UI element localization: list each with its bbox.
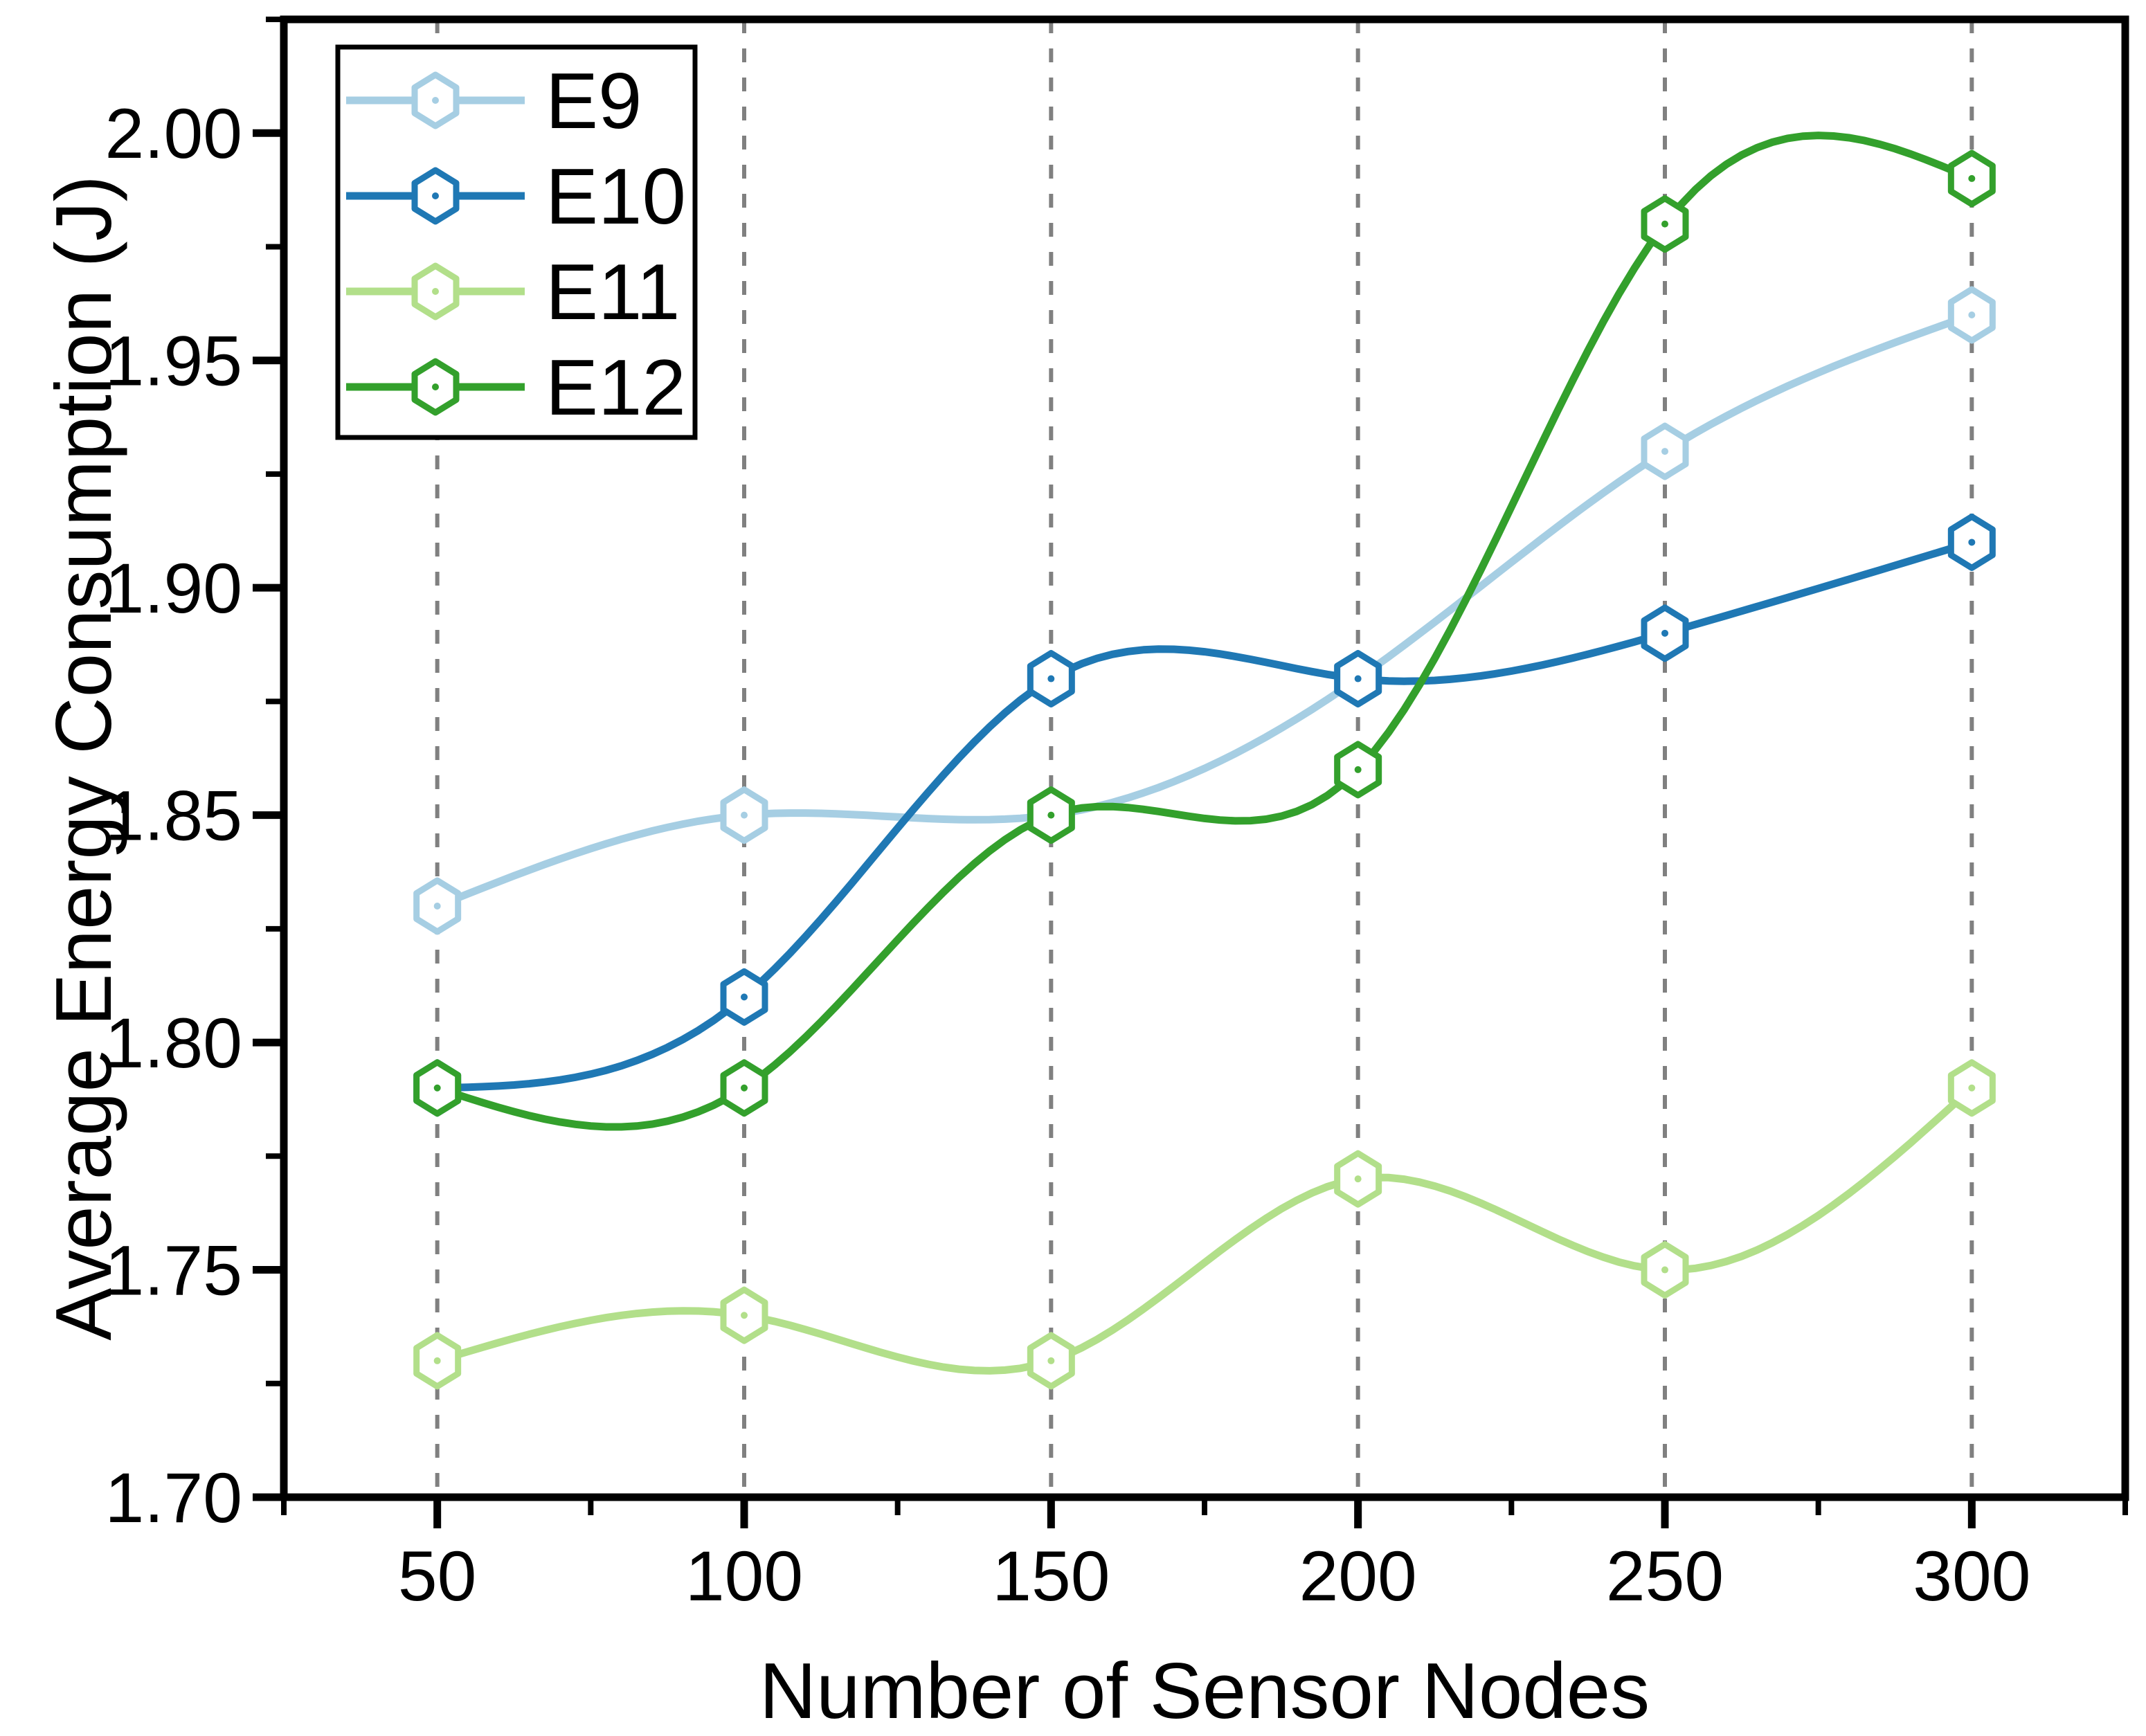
legend-item-E9: E9 — [346, 57, 642, 145]
legend-label-E9: E9 — [545, 57, 642, 145]
legend-item-E11: E11 — [346, 248, 680, 336]
series-layer — [413, 132, 1996, 1390]
gridlines-layer — [435, 19, 1974, 1497]
marker-E11-200-dot — [1354, 1175, 1362, 1183]
y-tick-label-1.75: 1.75 — [105, 1231, 242, 1310]
x-tick-label-200: 200 — [1299, 1537, 1417, 1616]
legend-item-E10: E10 — [346, 153, 686, 241]
marker-E10-300-dot — [1968, 539, 1976, 546]
marker-E12-150-dot — [1047, 811, 1055, 819]
legend-label-E10: E10 — [545, 153, 686, 241]
y-tick-label-1.85: 1.85 — [105, 777, 242, 856]
series-E10 — [413, 513, 1996, 1117]
marker-E12-200-dot — [1354, 766, 1362, 773]
series-line-E12 — [433, 132, 1976, 1131]
y-tick-label-1.70: 1.70 — [105, 1458, 242, 1537]
marker-E12-250-dot — [1661, 220, 1668, 228]
marker-E9-250-dot — [1661, 448, 1668, 455]
y-tick-label-1.90: 1.90 — [105, 549, 242, 628]
x-tick-label-100: 100 — [685, 1537, 803, 1616]
marker-E10-250-dot — [1661, 629, 1668, 637]
legend-label-E12: E12 — [545, 344, 686, 432]
legend-marker-E12-dot — [432, 383, 439, 390]
marker-E9-100-dot — [741, 811, 748, 819]
marker-E10-200-dot — [1354, 675, 1362, 682]
marker-E9-300-dot — [1968, 311, 1976, 318]
legend-marker-E10-dot — [432, 192, 439, 199]
marker-E10-100-dot — [741, 993, 748, 1001]
x-tick-label-150: 150 — [992, 1537, 1110, 1616]
marker-E10-150-dot — [1047, 675, 1055, 682]
legend-label-E11: E11 — [545, 248, 680, 336]
marker-E11-300-dot — [1968, 1084, 1976, 1092]
legend-box — [335, 44, 698, 440]
marker-E9-50-dot — [433, 903, 441, 910]
y-tick-label-2.00: 2.00 — [105, 94, 242, 173]
marker-E11-100-dot — [741, 1312, 748, 1319]
marker-E12-50-dot — [433, 1084, 441, 1092]
y-axis-title: Average Energy Consumption (J) — [40, 175, 128, 1340]
marker-E11-150-dot — [1047, 1357, 1055, 1364]
y-tick-label-1.80: 1.80 — [105, 1004, 242, 1083]
x-axis-title: Number of Sensor Nodes — [759, 1647, 1650, 1735]
legend-marker-E11-dot — [432, 288, 439, 295]
x-tick-label-250: 250 — [1606, 1537, 1724, 1616]
y-tick-label-1.95: 1.95 — [105, 322, 242, 401]
series-E12 — [413, 132, 1996, 1131]
series-E11 — [413, 1059, 1996, 1390]
legend-item-E12: E12 — [346, 344, 686, 432]
x-tick-label-300: 300 — [1913, 1537, 2030, 1616]
series-line-E10 — [433, 539, 1976, 1092]
x-tick-label-50: 50 — [398, 1537, 476, 1616]
legend-marker-E9-dot — [432, 97, 439, 104]
series-line-E11 — [433, 1084, 1976, 1375]
marker-E12-100-dot — [741, 1084, 748, 1092]
axes-layer: 50 100 150 200 250 300 1.70 1.75 1.80 1.85 1.90 1.9… — [105, 15, 2129, 1616]
marker-E12-300-dot — [1968, 174, 1976, 182]
marker-E11-50-dot — [433, 1357, 441, 1364]
marker-E11-250-dot — [1661, 1266, 1668, 1274]
series-line-E9 — [433, 311, 1976, 910]
